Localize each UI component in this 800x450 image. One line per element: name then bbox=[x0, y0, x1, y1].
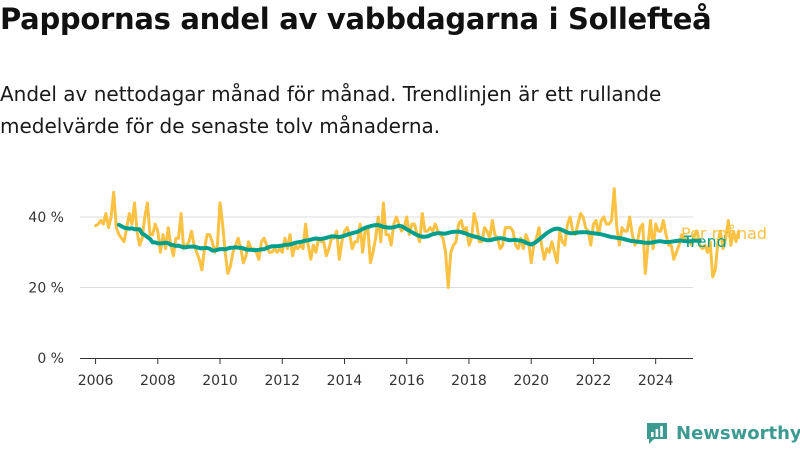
newsworthy-logo: Newsworthy bbox=[645, 420, 800, 446]
chart-title: Pappornas andel av vabbdagarna i Solleft… bbox=[0, 2, 712, 36]
x-tick-label: 2022 bbox=[576, 373, 612, 389]
series-label-monthly: Per månad bbox=[681, 224, 767, 243]
x-tick-label: 2018 bbox=[451, 373, 487, 389]
x-tick-label: 2014 bbox=[327, 373, 363, 389]
series-line-monthly bbox=[94, 187, 741, 289]
series-line-trend bbox=[116, 222, 702, 253]
y-tick-label: 40 % bbox=[28, 210, 64, 226]
x-tick-label: 2012 bbox=[264, 373, 300, 389]
x-tick-label: 2020 bbox=[513, 373, 549, 389]
x-tick-label: 2016 bbox=[389, 373, 425, 389]
series-label-trend: Trend bbox=[682, 232, 727, 251]
x-tick-label: 2006 bbox=[78, 373, 114, 389]
y-tick-label: 20 % bbox=[28, 281, 64, 297]
brand-name: Newsworthy bbox=[676, 422, 800, 444]
x-tick-label: 2024 bbox=[638, 373, 674, 389]
y-tick-label: 0 % bbox=[37, 351, 64, 367]
x-tick-label: 2008 bbox=[140, 373, 176, 389]
x-tick-label: 2010 bbox=[202, 373, 238, 389]
newsworthy-icon bbox=[647, 423, 667, 444]
chart-subtitle: Andel av nettodagar månad för månad. Tre… bbox=[0, 82, 662, 138]
